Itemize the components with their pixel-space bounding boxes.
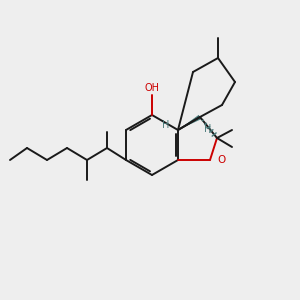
Text: OH: OH — [145, 83, 160, 93]
Text: H: H — [162, 120, 170, 130]
Text: H: H — [204, 124, 212, 134]
Polygon shape — [178, 115, 201, 130]
Text: O: O — [218, 155, 226, 165]
